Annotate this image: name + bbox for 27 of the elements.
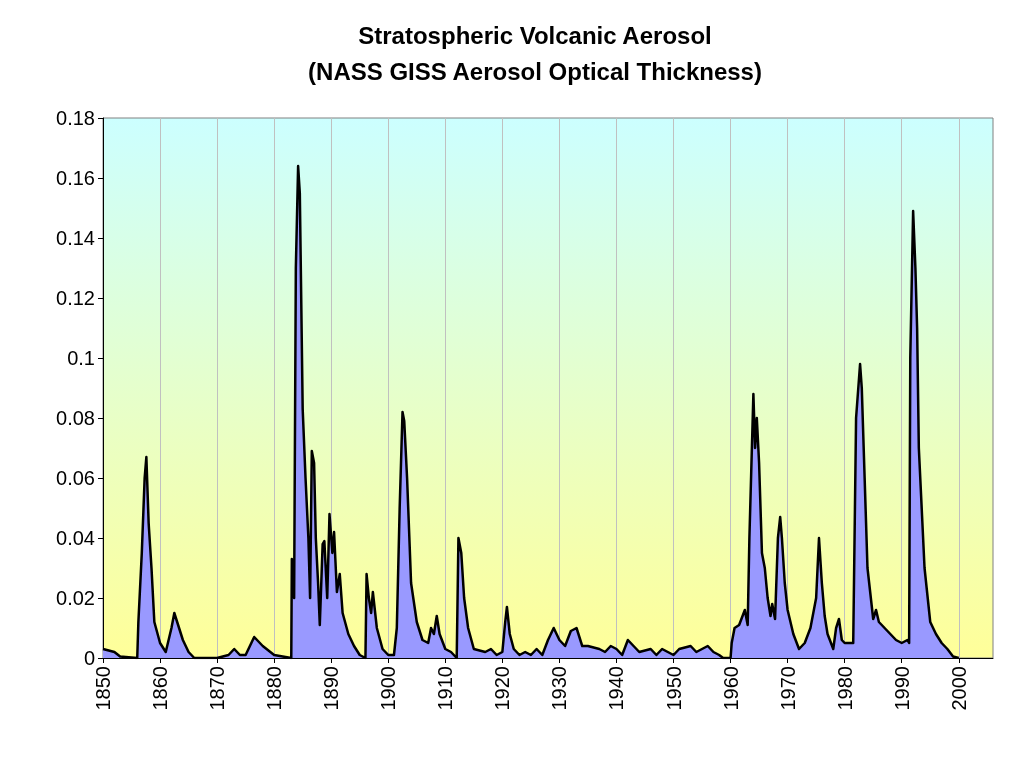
x-tick-label: 1930	[548, 666, 571, 711]
y-tick-label: 0.04	[56, 527, 95, 549]
x-tick-label: 1890	[320, 666, 343, 711]
y-tick-label: 0.18	[56, 107, 95, 129]
x-tick-label: 1940	[605, 666, 628, 711]
x-tick-label: 1860	[149, 666, 172, 711]
y-tick-label: 0.14	[56, 227, 95, 249]
y-tick-label: 0.16	[56, 167, 95, 189]
y-tick-label: 0.02	[56, 587, 95, 609]
x-tick-label: 1850	[92, 666, 114, 711]
x-tick-label: 1980	[833, 666, 856, 711]
x-tick-label: 1990	[890, 666, 913, 711]
x-tick-label: 1900	[377, 666, 400, 711]
y-tick-label: 0	[83, 647, 95, 669]
y-tick-label: 0.06	[56, 467, 95, 489]
chart-title: Stratospheric Volcanic Aerosol (NASS GISS Aerosol Optical Thickness)	[308, 21, 762, 85]
x-tick-label: 2000	[947, 666, 970, 711]
x-tick-label: 1970	[776, 666, 799, 711]
y-tick-label: 0.08	[56, 407, 95, 429]
x-tick-label: 1870	[206, 666, 229, 711]
x-tick-label: 1910	[434, 666, 457, 711]
x-tick-label: 1880	[263, 666, 286, 711]
x-tick-label: 1920	[491, 666, 514, 711]
x-tick-label: 1960	[719, 666, 742, 711]
y-tick-label: 0.1	[67, 347, 95, 369]
x-tick-label: 1950	[662, 666, 685, 711]
y-tick-label: 0.12	[56, 287, 95, 309]
